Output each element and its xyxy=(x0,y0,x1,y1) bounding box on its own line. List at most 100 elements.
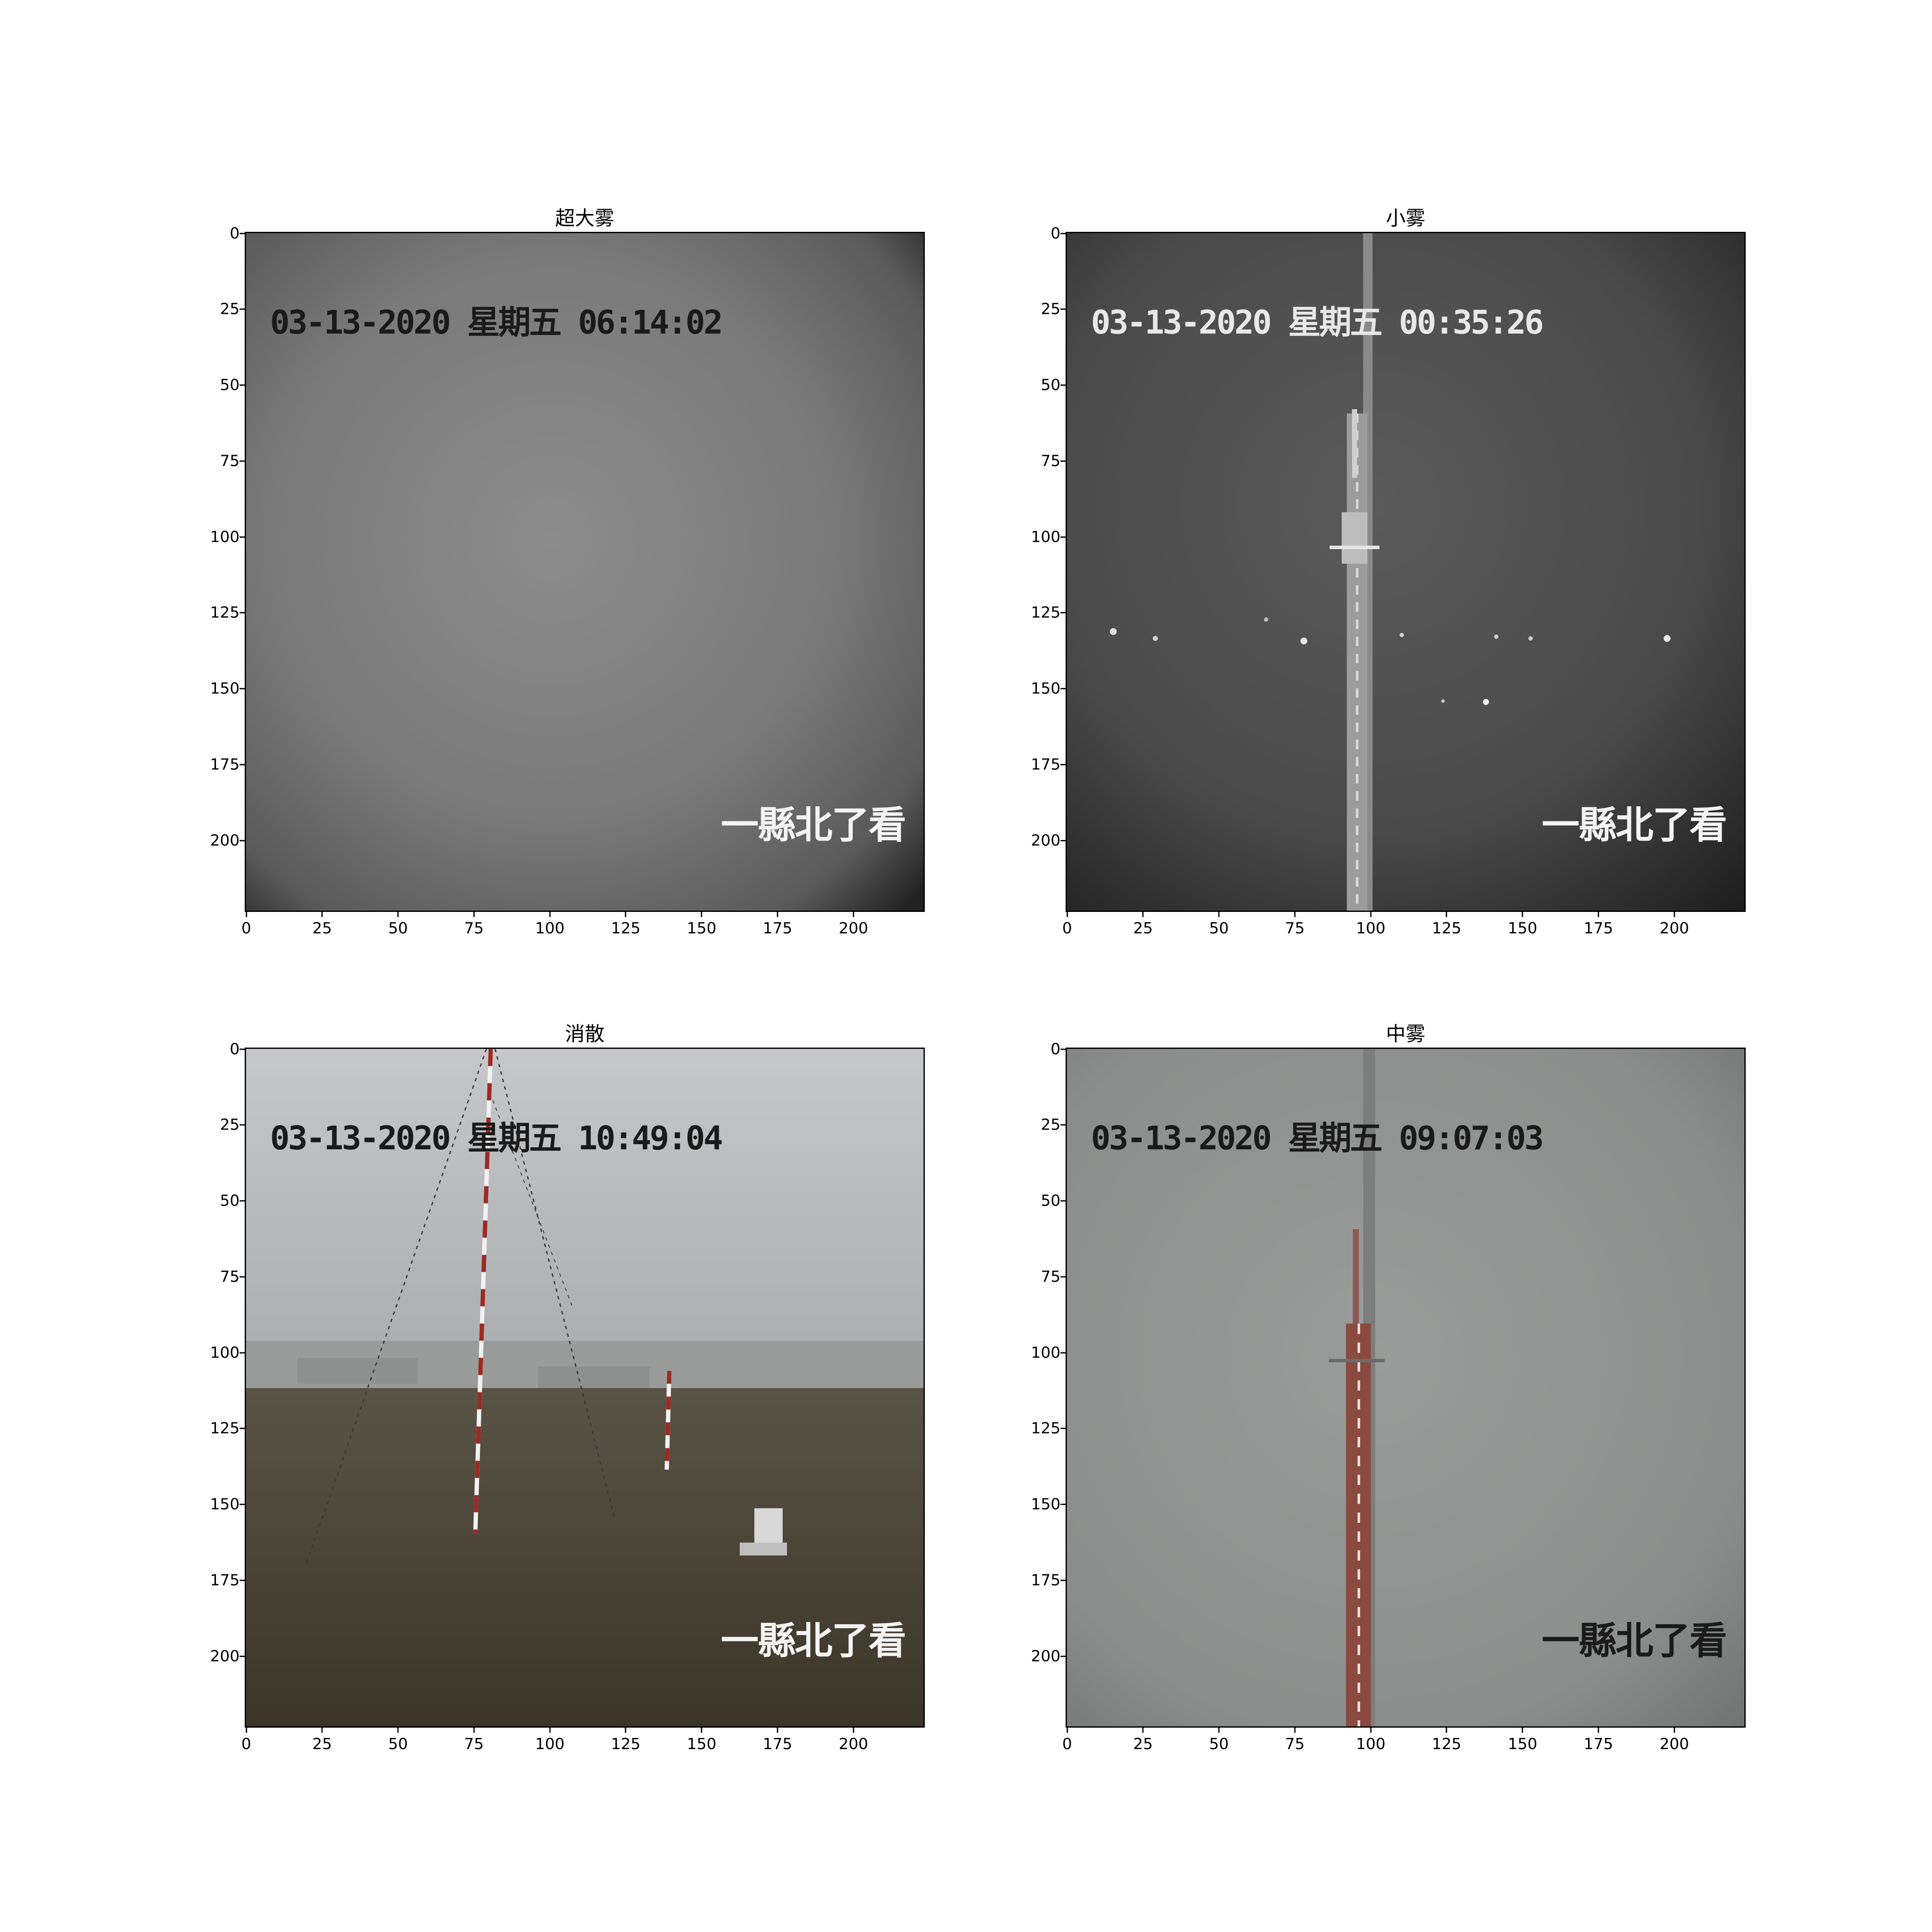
x-tick-label: 0 xyxy=(1062,920,1072,937)
y-tick-mark xyxy=(1060,1352,1066,1354)
x-tick-mark xyxy=(1674,912,1675,917)
y-tick-label: 175 xyxy=(210,756,240,774)
y-tick-mark xyxy=(240,233,245,234)
camera-image-medium-fog: 03-13-2020 星期五 09:07:03 一縣北了看 xyxy=(1066,1048,1746,1728)
x-tick-mark xyxy=(1370,1728,1372,1733)
y-tick-mark xyxy=(240,1504,245,1505)
panel-title: 超大雾 xyxy=(555,207,614,230)
panel-title: 中雾 xyxy=(1386,1022,1425,1045)
y-tick-mark xyxy=(240,1352,245,1354)
y-tick-mark xyxy=(240,1428,245,1429)
x-tick-label: 75 xyxy=(1285,920,1305,937)
y-tick-mark xyxy=(1060,1048,1066,1050)
x-tick-mark xyxy=(246,1728,247,1733)
camera-location-label: 一縣北了看 xyxy=(1542,803,1727,847)
y-tick-label: 25 xyxy=(1041,1116,1060,1134)
y-tick-mark xyxy=(240,612,245,614)
x-tick-label: 75 xyxy=(464,1735,484,1753)
y-tick-label: 200 xyxy=(210,832,240,850)
x-tick-mark xyxy=(1218,1728,1220,1733)
x-tick-mark xyxy=(1522,1728,1523,1733)
y-tick-label: 125 xyxy=(210,1419,240,1437)
camera-image-super-heavy-fog: 03-13-2020 星期五 06:14:02 一縣北了看 xyxy=(245,232,925,912)
y-tick-mark xyxy=(240,1656,245,1657)
y-tick-label: 25 xyxy=(220,1116,240,1134)
x-tick-label: 0 xyxy=(1062,1735,1072,1753)
y-tick-label: 175 xyxy=(1031,1571,1060,1589)
x-tick-label: 75 xyxy=(464,920,484,937)
y-tick-mark xyxy=(1060,688,1066,690)
camera-timestamp: 03-13-2020 星期五 10:49:04 xyxy=(270,1119,723,1157)
y-tick-label: 200 xyxy=(210,1647,240,1665)
x-tick-label: 75 xyxy=(1285,1735,1305,1753)
camera-timestamp: 03-13-2020 星期五 00:35:26 xyxy=(1091,303,1544,341)
x-tick-label: 175 xyxy=(762,1735,793,1753)
y-tick-mark xyxy=(240,536,245,538)
y-tick-mark xyxy=(240,460,245,462)
x-tick-label: 150 xyxy=(687,920,717,937)
x-tick-mark xyxy=(1674,1728,1675,1733)
y-tick-mark xyxy=(1060,460,1066,462)
panel-title: 消散 xyxy=(565,1022,605,1045)
x-tick-label: 50 xyxy=(388,1735,408,1753)
y-tick-mark xyxy=(1060,233,1066,234)
x-tick-mark xyxy=(321,1728,323,1733)
fog-scene-graphic xyxy=(246,233,923,911)
x-tick-label: 125 xyxy=(1432,920,1461,937)
y-tick-label: 50 xyxy=(220,1192,240,1210)
x-tick-label: 25 xyxy=(1133,920,1153,937)
y-tick-label: 175 xyxy=(1031,756,1060,774)
x-tick-label: 25 xyxy=(312,920,332,937)
x-tick-mark xyxy=(1598,1728,1599,1733)
x-tick-label: 125 xyxy=(1432,1735,1461,1753)
x-tick-label: 175 xyxy=(1583,1735,1613,1753)
y-tick-mark xyxy=(240,1580,245,1581)
x-tick-mark xyxy=(1446,912,1447,917)
y-tick-mark xyxy=(1060,1428,1066,1429)
y-tick-label: 0 xyxy=(1051,225,1060,243)
x-tick-mark xyxy=(473,912,475,917)
y-tick-label: 25 xyxy=(220,300,240,318)
camera-location-label: 一縣北了看 xyxy=(721,803,906,847)
panel-medium-fog: 中雾 03-13-2020 星期五 09:07:03 一縣北了看 0 25 50 75… xyxy=(1031,1022,1746,1753)
x-tick-mark xyxy=(1218,912,1220,917)
x-tick-label: 25 xyxy=(312,1735,332,1753)
x-tick-label: 100 xyxy=(535,920,565,937)
x-tick-mark xyxy=(625,912,626,917)
panel-title: 小雾 xyxy=(1386,207,1425,230)
x-tick-label: 50 xyxy=(1209,1735,1229,1753)
y-tick-label: 0 xyxy=(230,1040,240,1058)
x-tick-mark xyxy=(1370,912,1372,917)
x-tick-mark xyxy=(1142,1728,1144,1733)
x-tick-label: 50 xyxy=(388,920,408,937)
y-tick-label: 150 xyxy=(1031,680,1060,698)
camera-location-label: 一縣北了看 xyxy=(721,1619,906,1663)
x-tick-mark xyxy=(549,1728,551,1733)
panel-dissipated: 消散 xyxy=(210,1022,925,1753)
x-tick-mark xyxy=(1066,912,1068,917)
y-tick-label: 125 xyxy=(1031,1419,1060,1437)
x-tick-label: 150 xyxy=(687,1735,717,1753)
y-tick-mark xyxy=(1060,1200,1066,1202)
y-tick-mark xyxy=(1060,308,1066,310)
y-tick-mark xyxy=(240,688,245,690)
x-tick-label: 200 xyxy=(1659,920,1689,937)
x-tick-mark xyxy=(777,1728,778,1733)
x-tick-mark xyxy=(1294,912,1296,917)
x-tick-mark xyxy=(853,1728,854,1733)
y-tick-label: 0 xyxy=(230,225,240,243)
y-tick-mark xyxy=(1060,1124,1066,1126)
y-tick-mark xyxy=(1060,612,1066,614)
y-tick-label: 50 xyxy=(1041,376,1060,394)
x-tick-mark xyxy=(1598,912,1599,917)
x-tick-label: 25 xyxy=(1133,1735,1153,1753)
y-tick-label: 50 xyxy=(220,376,240,394)
x-tick-mark xyxy=(397,912,399,917)
fog-mast-scene-graphic xyxy=(1067,1049,1744,1726)
y-tick-mark xyxy=(1060,1504,1066,1505)
x-tick-mark xyxy=(473,1728,475,1733)
x-tick-mark xyxy=(1066,1728,1068,1733)
x-tick-mark xyxy=(1294,1728,1296,1733)
y-tick-label: 75 xyxy=(220,1268,240,1286)
y-tick-mark xyxy=(1060,1276,1066,1278)
